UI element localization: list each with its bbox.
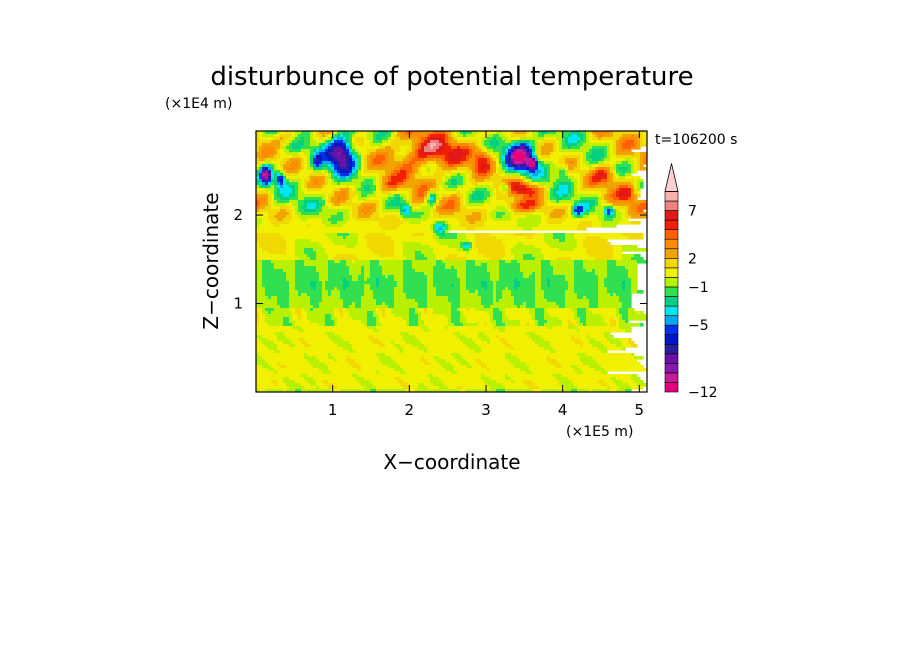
time-label: t=106200 s (655, 132, 737, 148)
x-tick-label: 3 (481, 401, 491, 419)
colorbar-segment (664, 238, 679, 250)
y-tick-label: 2 (233, 206, 243, 224)
colorbar-segment (664, 248, 679, 259)
colorbar-segment (664, 257, 679, 269)
colorbar-tick-label: −12 (688, 385, 718, 401)
colorbar-segment (664, 315, 679, 326)
chart-title: disturbunce of potential temperature (210, 62, 693, 92)
y-axis-title: Z−coordinate (199, 192, 223, 329)
x-axis-title: X−coordinate (383, 450, 520, 474)
colorbar-segment (664, 353, 679, 364)
y-axis: 12 (233, 206, 647, 313)
colorbar-segment (664, 267, 679, 278)
x-tick-label: 1 (328, 401, 338, 419)
colorbar-tick-label: 2 (688, 251, 697, 267)
colorbar-segment (664, 296, 679, 307)
colorbar-segment (664, 200, 679, 211)
colorbar-segment (664, 229, 679, 240)
colorbar-segment (664, 372, 679, 383)
colorbar-segment (664, 305, 679, 316)
plot-frame (255, 130, 648, 393)
colorbar-segment (664, 286, 679, 297)
y-tick-label: 1 (233, 295, 243, 313)
colorbar-tick-label: 7 (688, 204, 697, 220)
colorbar-segment (664, 210, 679, 221)
colorbar-segment (664, 191, 679, 202)
colorbar-segment (664, 219, 679, 230)
colorbar-segment (664, 277, 679, 288)
colorbar-segment (664, 363, 679, 374)
x-unit-label: (×1E5 m) (566, 424, 633, 440)
y-unit-label: (×1E4 m) (165, 96, 232, 112)
colorbar-tick-label: −1 (688, 280, 709, 296)
x-tick-label: 4 (558, 401, 568, 419)
colorbar: 7 2 −1 −5 −12 (664, 163, 718, 401)
x-tick-label: 2 (405, 401, 415, 419)
colorbar-segment (664, 334, 679, 345)
colorbar-segment (664, 382, 679, 393)
contour-field (256, 131, 647, 392)
x-tick-label: 5 (635, 401, 645, 419)
colorbar-extend-arrow (664, 163, 679, 192)
colorbar-segment (664, 343, 679, 355)
colorbar-tick-label: −5 (688, 318, 709, 334)
colorbar-segment (664, 324, 679, 335)
x-axis: 1 2 3 4 5 (328, 131, 644, 419)
